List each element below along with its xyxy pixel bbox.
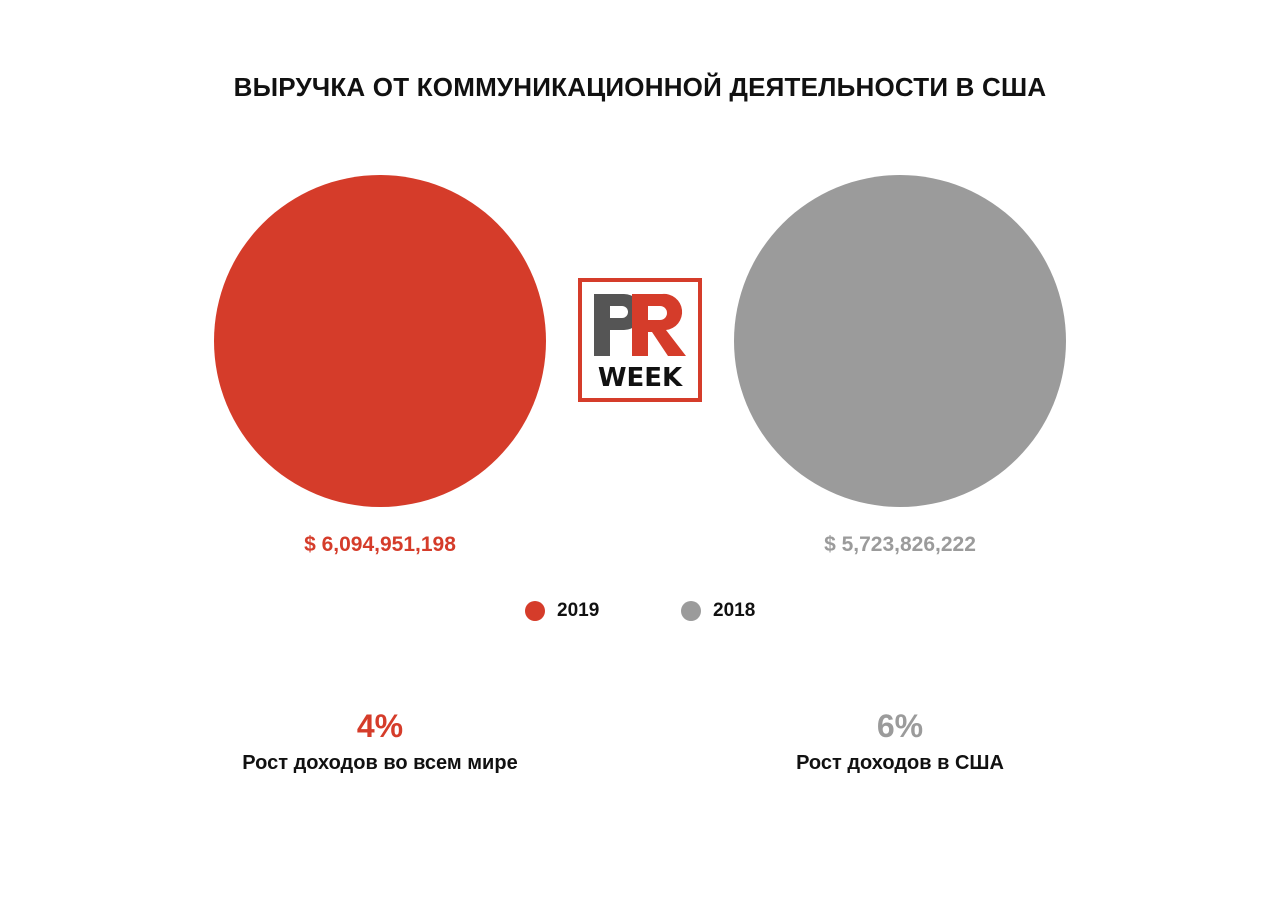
legend-dot-2019: [525, 601, 545, 621]
stat-value-usa: 6%: [700, 708, 1100, 745]
stat-value-global: 4%: [180, 708, 580, 745]
circle-2019: [214, 175, 546, 507]
legend-label-2019: 2019: [557, 600, 599, 622]
stat-caption-usa: Рост доходов в США: [700, 752, 1100, 775]
stat-caption-global: Рост доходов во всем мире: [180, 752, 580, 775]
circle-2018: [734, 175, 1066, 507]
legend-dot-2018: [681, 601, 701, 621]
chart-title: ВЫРУЧКА ОТ КОММУНИКАЦИОННОЙ ДЕЯТЕЛЬНОСТИ…: [0, 72, 1280, 103]
legend-label-2018: 2018: [713, 600, 755, 622]
value-label-2019: $ 6,094,951,198: [210, 533, 550, 557]
legend-item-2018: 2018: [681, 600, 755, 622]
logo-week-text: WEEK: [598, 363, 683, 393]
legend-item-2019: 2019: [525, 600, 599, 622]
value-label-2018: $ 5,723,826,222: [730, 533, 1070, 557]
pr-week-logo: WEEK: [578, 278, 702, 402]
